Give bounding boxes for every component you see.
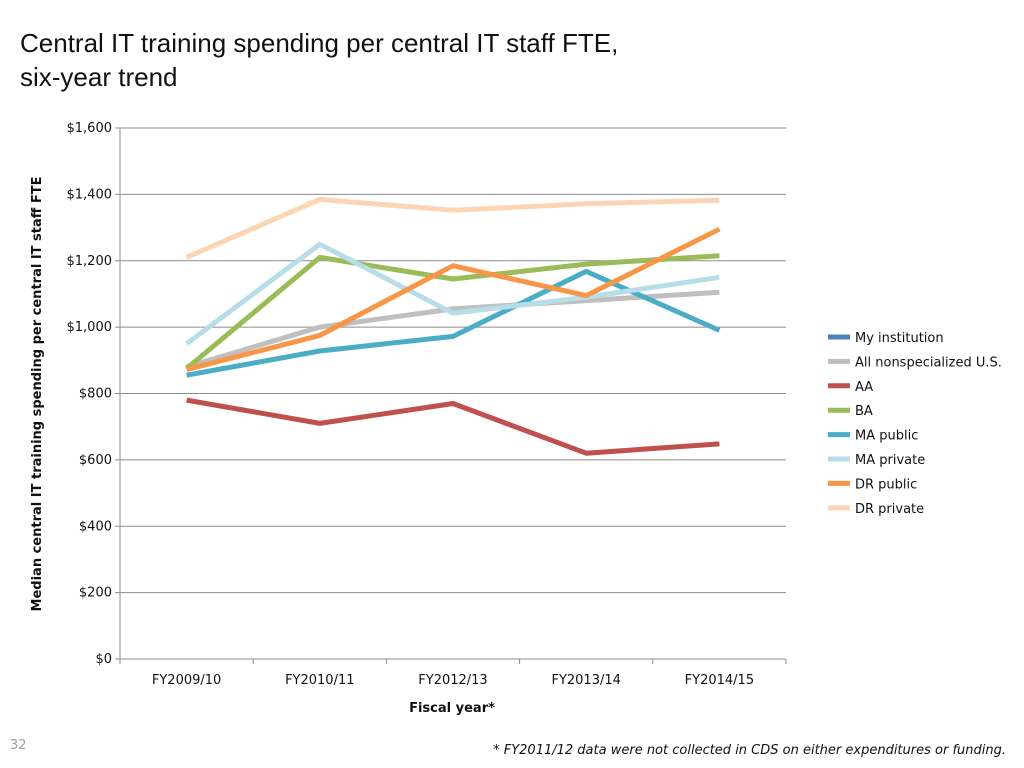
series-line-1 — [185, 289, 720, 370]
legend-label: BA — [855, 404, 873, 419]
axes: $0 $200 $400 $600 $800 $1,000 $1,200 $1,400 $1,6… — [67, 121, 787, 688]
y-tick-label: $1,000 — [67, 320, 113, 335]
series-lines — [184, 196, 721, 456]
slide-number: 32 — [10, 738, 27, 753]
gridlines — [120, 127, 786, 660]
series-line-2 — [186, 397, 720, 456]
y-tick-label: $600 — [79, 453, 112, 468]
legend-label: All nonspecialized U.S. — [855, 355, 1002, 370]
y-tick-label: $1,600 — [67, 121, 113, 136]
legend-label: DR public — [855, 477, 917, 492]
legend-label: DR private — [855, 502, 924, 517]
slide-title: Central IT training spending per central… — [20, 26, 780, 94]
series-line-6 — [185, 226, 721, 373]
series-line-5 — [185, 241, 720, 346]
legend: My institution All nonspecialized U.S. AA B… — [828, 331, 1002, 517]
x-tick-label: FY2013/14 — [551, 673, 620, 688]
footnote: * FY2011/12 data were not collected in C… — [493, 743, 1006, 758]
x-tick-label: FY2012/13 — [418, 673, 487, 688]
title-line-1: Central IT training spending per central… — [20, 28, 619, 58]
series-line-7 — [185, 196, 720, 260]
legend-label: MA public — [855, 429, 918, 444]
legend-label: MA private — [855, 453, 925, 468]
legend-label: My institution — [855, 331, 944, 346]
y-tick-label: $200 — [79, 586, 112, 601]
title-line-2: six-year trend — [20, 62, 178, 92]
series-line-3 — [184, 253, 720, 371]
y-tick-label: $1,200 — [67, 254, 113, 269]
x-tick-label: FY2014/15 — [685, 673, 754, 688]
x-tick-label: FY2009/10 — [152, 673, 221, 688]
legend-label: AA — [855, 380, 873, 395]
y-tick-label: $1,400 — [67, 187, 113, 202]
x-tick-label: FY2010/11 — [285, 673, 354, 688]
y-tick-label: $0 — [95, 652, 112, 667]
x-axis-title: Fiscal year* — [409, 701, 495, 716]
y-axis-title: Median central IT training spending per … — [30, 177, 45, 612]
y-tick-label: $400 — [79, 519, 112, 534]
y-tick-label: $800 — [79, 387, 112, 402]
